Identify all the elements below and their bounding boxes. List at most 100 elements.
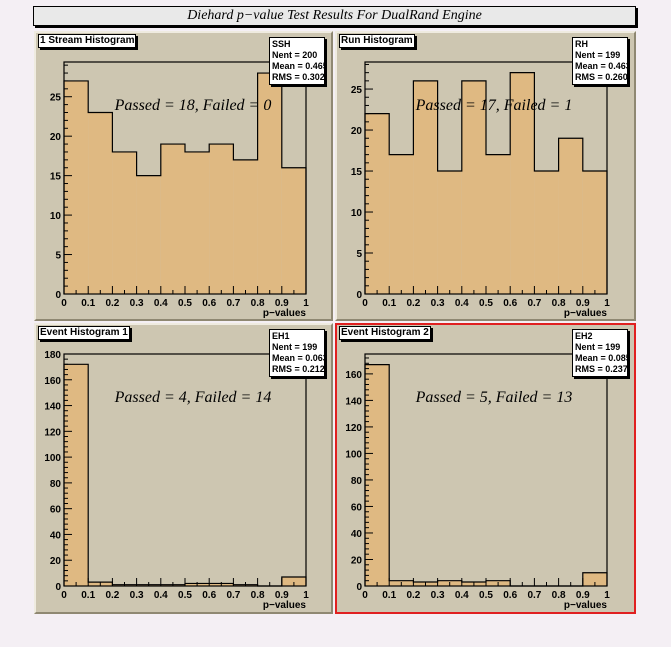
stats-mean: Mean = 0.463 [575,61,628,71]
x-tick-label: 0.2 [406,590,420,601]
histogram-bar [233,159,258,294]
x-tick-label: 0.5 [479,298,493,309]
x-tick-label: 0.6 [202,590,216,601]
histogram-bar [582,572,607,586]
y-tick-label: 5 [356,249,362,260]
x-tick-label: 0.8 [251,298,265,309]
x-tick-label: 0.7 [226,590,240,601]
stats-name: EH2 [575,331,593,341]
stats-entries: Nent = 199 [575,50,621,60]
x-tick-label: 1 [303,590,309,601]
x-tick-label: 0.4 [455,298,469,309]
stats-mean: Mean = 0.0637 [272,353,324,363]
histogram-pad-2[interactable]: 0 0.1 0.2 0.3 0.4 0.5 0.6 0.7 0.8 0.9 1 p−values 0 5 1… [335,31,636,321]
histogram-bar [257,73,282,294]
histogram-bar [64,364,89,586]
histogram-svg: 0 0.1 0.2 0.3 0.4 0.5 0.6 0.7 0.8 0.9 1p−values 0 20… [345,353,610,611]
y-tick-label: 5 [55,251,61,262]
stats-mean: Mean = 0.0855 [575,353,627,363]
y-tick-label: 25 [351,85,363,96]
canvas-title: Diehard p−value Test Results For DualRan… [33,6,636,26]
y-tick-label: 100 [345,449,362,460]
y-tick-label: 10 [50,211,62,222]
x-tick-label: 0.4 [154,590,168,601]
y-tick-label: 25 [50,93,62,104]
x-tick-label: 0.9 [275,590,289,601]
histogram-bar [365,364,390,586]
y-tick-label: 120 [345,423,362,434]
x-tick-label: 0.4 [455,590,469,601]
histogram-bar [136,175,161,294]
x-tick-label: 0.1 [382,590,396,601]
stats-entries: Nent = 199 [272,342,318,352]
histogram-bar [510,72,535,294]
y-tick-label: 0 [55,290,61,301]
x-axis-label: p−values [263,308,307,319]
histogram-bar [88,112,113,294]
histogram-bar [185,151,210,294]
y-tick-label: 120 [44,427,61,438]
y-tick-label: 10 [351,208,363,219]
histogram-bar [461,80,486,294]
y-tick-label: 0 [356,582,362,593]
x-tick-label: 0.5 [178,590,192,601]
y-tick-label: 0 [356,290,362,301]
test-summary: Passed = 4, Failed = 14 [114,389,272,406]
x-tick-label: 0.6 [503,298,517,309]
y-tick-label: 60 [351,502,363,513]
stats-rms: RMS = 0.2372 [575,364,628,374]
x-axis-label: p−values [263,600,307,611]
stats-name: RH [575,39,588,49]
x-tick-label: 0.7 [527,590,541,601]
histogram-svg: 0 0.1 0.2 0.3 0.4 0.5 0.6 0.7 0.8 0.9 1p−values 0 5 1… [50,61,309,319]
y-tick-label: 15 [351,167,363,178]
x-tick-label: 0.1 [81,298,95,309]
x-tick-label: 0.3 [431,590,445,601]
x-tick-label: 0.5 [178,298,192,309]
x-tick-label: 0.8 [552,590,566,601]
y-tick-label: 80 [50,479,62,490]
x-tick-label: 0 [61,298,67,309]
histogram-pad-1[interactable]: 0 0.1 0.2 0.3 0.4 0.5 0.6 0.7 0.8 0.9 1 p−values 0 5 1… [34,31,333,321]
y-tick-label: 180 [44,350,61,361]
x-tick-label: 0.8 [552,298,566,309]
y-tick-label: 15 [50,172,62,183]
y-tick-label: 100 [44,453,61,464]
x-axis-label: p−values [564,600,608,611]
stats-mean: Mean = 0.465 [272,61,325,71]
x-tick-label: 0.6 [202,298,216,309]
histogram-bar [413,80,438,294]
stats-rms: RMS = 0.2125 [272,364,325,374]
y-tick-label: 80 [351,476,363,487]
x-tick-label: 0.2 [406,298,420,309]
histogram-bar [534,171,559,294]
x-axis-label: p−values [564,308,608,319]
histogram-svg: 0 0.1 0.2 0.3 0.4 0.5 0.6 0.7 0.8 0.9 1p−values 0 20… [44,350,309,611]
x-tick-label: 0.9 [275,298,289,309]
x-tick-label: 1 [303,298,309,309]
pad-title: 1 Stream Histogram [38,34,137,48]
y-tick-label: 0 [55,582,61,593]
histogram-pad-4[interactable]: 0 0.1 0.2 0.3 0.4 0.5 0.6 0.7 0.8 0.9 1 p−values 0 20… [335,323,636,614]
pad-title: Event Histogram 1 [38,326,130,340]
y-tick-label: 140 [345,396,362,407]
x-tick-label: 0 [362,590,368,601]
x-tick-label: 0.2 [105,590,119,601]
x-tick-label: 0.1 [382,298,396,309]
y-tick-label: 40 [351,529,363,540]
histogram-bar [209,144,234,294]
histogram-pad-3[interactable]: 0 0.1 0.2 0.3 0.4 0.5 0.6 0.7 0.8 0.9 1 p−values 0 20… [34,323,333,614]
y-tick-label: 20 [351,126,363,137]
histogram-bar [389,154,414,294]
stats-box: RH Nent = 199 Mean = 0.463 RMS = 0.2600 [572,37,628,85]
test-summary: Passed = 18, Failed = 0 [114,97,272,114]
x-tick-label: 0.4 [154,298,168,309]
x-tick-label: 0 [61,590,67,601]
stats-name: EH1 [272,331,290,341]
x-tick-label: 0.1 [81,590,95,601]
stats-entries: Nent = 199 [575,342,621,352]
x-tick-label: 0.8 [251,590,265,601]
stats-name: SSH [272,39,291,49]
y-tick-label: 40 [50,530,62,541]
